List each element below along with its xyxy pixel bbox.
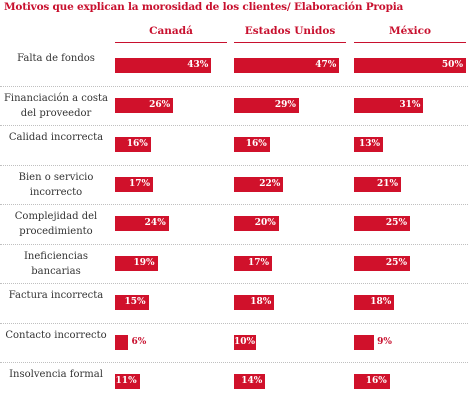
bar	[354, 334, 375, 350]
category-label: Falta de fondos	[17, 53, 95, 64]
bar	[234, 58, 340, 73]
bar	[354, 97, 424, 113]
row-separator	[0, 125, 468, 126]
bar	[354, 58, 466, 73]
data-label: 31%	[399, 99, 421, 110]
data-label: 17%	[248, 257, 270, 268]
data-label: 19%	[133, 257, 155, 268]
bar	[354, 176, 402, 192]
data-label: 29%	[274, 99, 296, 110]
bar	[115, 137, 151, 152]
data-label: 17%	[129, 178, 151, 189]
bar	[354, 255, 410, 271]
bar	[115, 216, 169, 231]
row-separator	[0, 243, 468, 245]
bar	[115, 374, 140, 389]
category-label: Factura incorrecta	[8, 290, 104, 301]
chart-title: Motivos que explican la morosidad de los…	[4, 1, 404, 13]
bar	[234, 137, 270, 152]
category-label: Complejidad del procedimiento	[14, 211, 98, 237]
data-label: 26%	[149, 99, 171, 110]
data-label: 14%	[241, 376, 263, 386]
bar	[115, 334, 129, 350]
data-label: 16%	[245, 139, 267, 149]
category-label: Bien o servicio incorrecto	[18, 171, 94, 198]
row-separator	[0, 362, 468, 363]
data-label: 22%	[259, 178, 281, 189]
category-label: Insolvencia formal	[9, 369, 103, 380]
row-separator	[0, 283, 468, 284]
data-label: 47%	[315, 60, 337, 70]
bar	[354, 374, 390, 389]
data-label: 24%	[144, 218, 166, 228]
bar	[234, 255, 273, 271]
data-label: 18%	[250, 297, 272, 307]
data-label: 25%	[385, 218, 407, 228]
row-separator	[0, 164, 468, 166]
bar	[115, 176, 154, 192]
bar	[115, 295, 149, 310]
data-label: 16%	[365, 376, 387, 386]
data-label: 25%	[385, 257, 407, 268]
data-label: 43%	[187, 60, 209, 70]
series-header-rule	[115, 42, 227, 43]
bar	[354, 295, 395, 310]
bar	[115, 255, 158, 271]
data-label: 6%	[131, 336, 147, 347]
data-label: 15%	[124, 297, 146, 307]
data-label: 21%	[376, 178, 399, 189]
bar	[234, 374, 266, 389]
bar	[234, 334, 257, 350]
data-label: 16%	[126, 139, 148, 149]
category-label: Financiación a costa del proveedor	[3, 92, 109, 119]
series-header-rule	[354, 42, 466, 43]
bar	[234, 176, 284, 192]
series-header: Canadá	[149, 25, 193, 37]
category-label: Ineficiencias bancarias	[23, 250, 89, 277]
row-separator	[0, 322, 468, 324]
category-label: Contacto incorrecto	[5, 329, 107, 341]
bar	[354, 137, 384, 152]
data-label: 18%	[370, 297, 392, 307]
series-header-rule	[234, 42, 346, 43]
series-header: México	[389, 25, 431, 37]
row-separator	[0, 204, 468, 205]
bar	[234, 97, 299, 113]
data-label: 10%	[234, 336, 256, 347]
bar	[234, 216, 279, 231]
category-label: Calidad incorrecta	[8, 132, 104, 143]
bar	[234, 295, 275, 310]
bar	[354, 216, 410, 231]
series-header: Estados Unidos	[244, 25, 336, 37]
data-label: 20%	[254, 218, 276, 228]
data-label: 9%	[377, 336, 392, 347]
bar	[115, 58, 212, 73]
row-separator	[0, 85, 468, 87]
data-label: 50%	[441, 60, 463, 70]
bar	[115, 97, 174, 113]
data-label: 13%	[359, 139, 381, 149]
data-label: 11%	[115, 376, 137, 386]
